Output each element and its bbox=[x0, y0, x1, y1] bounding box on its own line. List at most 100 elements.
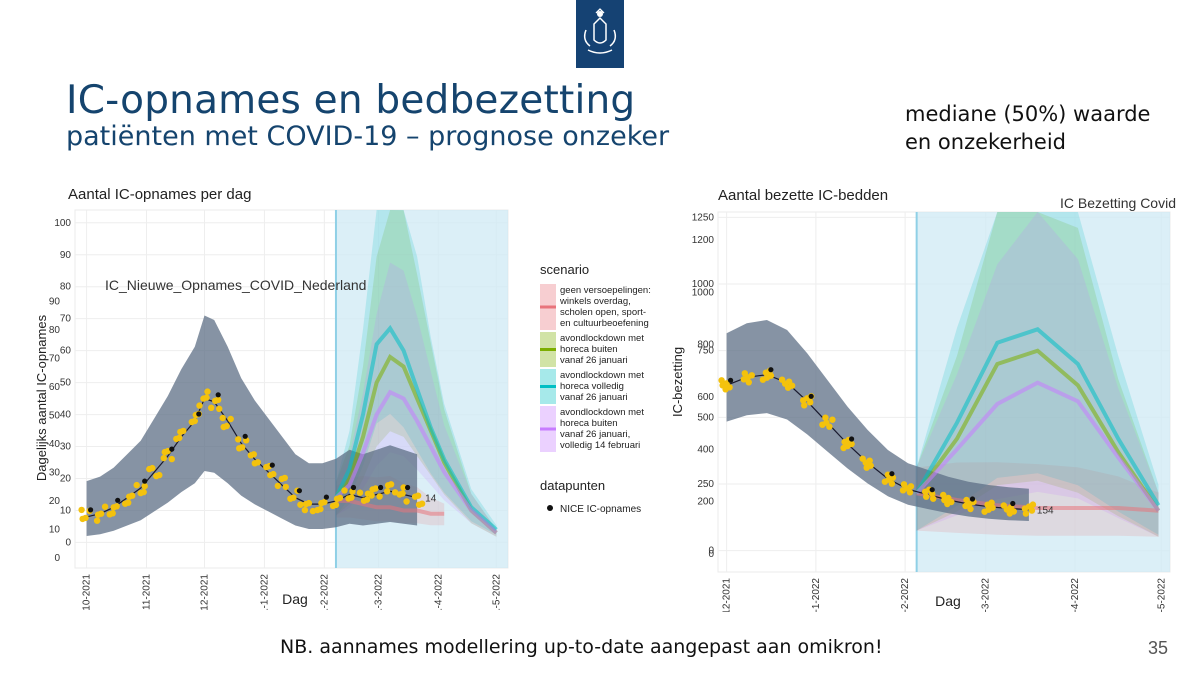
legend-item-label: geen versoepelingen: bbox=[560, 285, 651, 296]
overlay-series-label: IC Bezetting Covid bbox=[1060, 195, 1176, 211]
x-axis-ticks: 1-12-2021 1-1-2022 1-2-2022 1-3-2022 1-4-202… bbox=[722, 578, 1168, 612]
y-overlay-tick-label: 600 bbox=[697, 392, 714, 403]
y-axis-ticks: 0 250 500 750 1000 1250 bbox=[692, 212, 715, 556]
data-point bbox=[318, 499, 325, 507]
y-overlay-tick-label: 60 bbox=[49, 382, 61, 393]
x-tick-label: 1-11-2021 bbox=[142, 574, 153, 610]
y-tick-label: 80 bbox=[60, 282, 72, 293]
data-point bbox=[829, 416, 836, 423]
data-point bbox=[251, 460, 258, 467]
y-axis-overlay-ticks: 0 10 20 30 40 50 60 70 80 90 bbox=[49, 297, 61, 565]
y-overlay-tick-label: 10 bbox=[49, 525, 61, 536]
nice-point bbox=[196, 411, 202, 417]
data-point bbox=[141, 482, 148, 490]
legend-point-marker bbox=[547, 505, 553, 511]
y-axis-overlay-ticks: 0 200 400 600 800 1000 1200 bbox=[692, 235, 715, 560]
x-tick-label: 1-2-2022 bbox=[319, 574, 330, 610]
data-point bbox=[227, 415, 234, 423]
observed-band bbox=[726, 320, 1029, 521]
data-point bbox=[415, 501, 423, 508]
y-tick-label: 0 bbox=[65, 537, 71, 548]
nice-point bbox=[889, 471, 895, 477]
data-point bbox=[778, 376, 786, 383]
data-point bbox=[263, 463, 270, 471]
y-overlay-tick-label: 1000 bbox=[692, 287, 715, 298]
x-axis-ticks: 1-10-2021 1-11-2021 1-12-2021 1-1-2022 1-2-2… bbox=[82, 574, 503, 610]
scenario-band bbox=[336, 210, 497, 537]
data-point bbox=[1022, 510, 1030, 517]
y-overlay-tick-label: 80 bbox=[49, 325, 61, 336]
y-overlay-tick-label: 800 bbox=[697, 340, 714, 351]
data-point bbox=[235, 436, 242, 443]
legend-item-label: horeca volledig bbox=[560, 381, 624, 392]
series-lines bbox=[726, 327, 1161, 513]
x-tick-label: 1-3-2022 bbox=[373, 574, 384, 610]
data-point bbox=[146, 465, 153, 473]
data-point bbox=[212, 397, 219, 404]
data-point bbox=[723, 380, 730, 387]
legend-item-label: avondlockdown met bbox=[560, 407, 644, 418]
scenario-band bbox=[916, 212, 1159, 537]
data-point bbox=[940, 491, 947, 499]
nice-point bbox=[378, 484, 384, 491]
y-overlay-tick-label: 20 bbox=[49, 496, 61, 507]
data-point bbox=[329, 502, 337, 510]
rijksoverheid-logo bbox=[576, 0, 624, 68]
nice-point bbox=[350, 484, 357, 491]
data-point bbox=[967, 505, 974, 513]
y-axis-label: Dagelijks aantal IC-opnames bbox=[34, 314, 49, 481]
y-tick-label: 40 bbox=[60, 410, 72, 421]
data-point bbox=[368, 492, 375, 499]
scenario-median-line bbox=[914, 348, 1161, 512]
nice-point bbox=[269, 462, 275, 468]
data-point bbox=[94, 511, 102, 518]
data-point bbox=[204, 388, 211, 395]
data-point bbox=[400, 484, 407, 491]
data-point bbox=[867, 462, 874, 469]
data-point bbox=[208, 404, 215, 411]
data-point bbox=[900, 481, 908, 488]
data-point bbox=[200, 395, 207, 402]
y-overlay-tick-label: 30 bbox=[49, 468, 61, 479]
nice-point bbox=[215, 392, 221, 398]
x-tick-label: 1-1-2022 bbox=[811, 578, 822, 612]
ic-occupancy-chart: Aantal bezette IC-bedden IC Bezetting Co… bbox=[670, 187, 1176, 612]
x-axis-label: Dag bbox=[282, 591, 308, 607]
nice-point bbox=[405, 484, 411, 491]
data-point bbox=[137, 489, 144, 497]
data-point bbox=[301, 506, 309, 514]
data-point bbox=[345, 495, 352, 502]
x-tick-label: 1-5-2022 bbox=[491, 574, 502, 610]
y-tick-label: 100 bbox=[54, 218, 71, 229]
data-point bbox=[923, 493, 930, 500]
y-overlay-tick-label: 400 bbox=[697, 444, 714, 455]
end-value-label: 14 bbox=[425, 494, 437, 505]
data-point bbox=[785, 378, 793, 385]
data-point bbox=[988, 499, 995, 506]
legend-item-label: vanaf 26 januari, bbox=[560, 429, 630, 440]
data-point bbox=[356, 489, 364, 496]
data-point bbox=[297, 501, 304, 508]
x-tick-label: 1-12-2021 bbox=[200, 574, 211, 610]
x-tick-label: 1-5-2022 bbox=[1156, 578, 1167, 612]
y-overlay-tick-label: 70 bbox=[49, 354, 61, 365]
data-point bbox=[160, 454, 167, 462]
scenario-median-line bbox=[334, 324, 498, 532]
x-axis-label: Dag bbox=[935, 593, 961, 609]
data-point bbox=[341, 487, 348, 494]
y-overlay-tick-label: 50 bbox=[49, 411, 61, 422]
y-overlay-tick-label: 1200 bbox=[692, 235, 715, 246]
scenario-median-line bbox=[915, 380, 1161, 512]
data-point bbox=[101, 503, 109, 510]
scenario-band bbox=[916, 462, 1159, 537]
legend-item-label: avondlockdown met bbox=[560, 333, 644, 344]
aside-line-1: mediane (50%) waarde bbox=[905, 102, 1151, 126]
scenario-median-line bbox=[336, 498, 445, 516]
data-point bbox=[220, 423, 227, 431]
chart-title: Aantal bezette IC-bedden bbox=[718, 187, 888, 204]
data-points bbox=[718, 367, 1037, 517]
chart-title: Aantal IC-opnames per dag bbox=[68, 186, 251, 203]
legend-items: geen versoepelingen:winkels overdag,scho… bbox=[540, 284, 651, 452]
x-tick-label: 1-4-2022 bbox=[433, 574, 444, 610]
y-tick-label: 20 bbox=[60, 474, 72, 485]
